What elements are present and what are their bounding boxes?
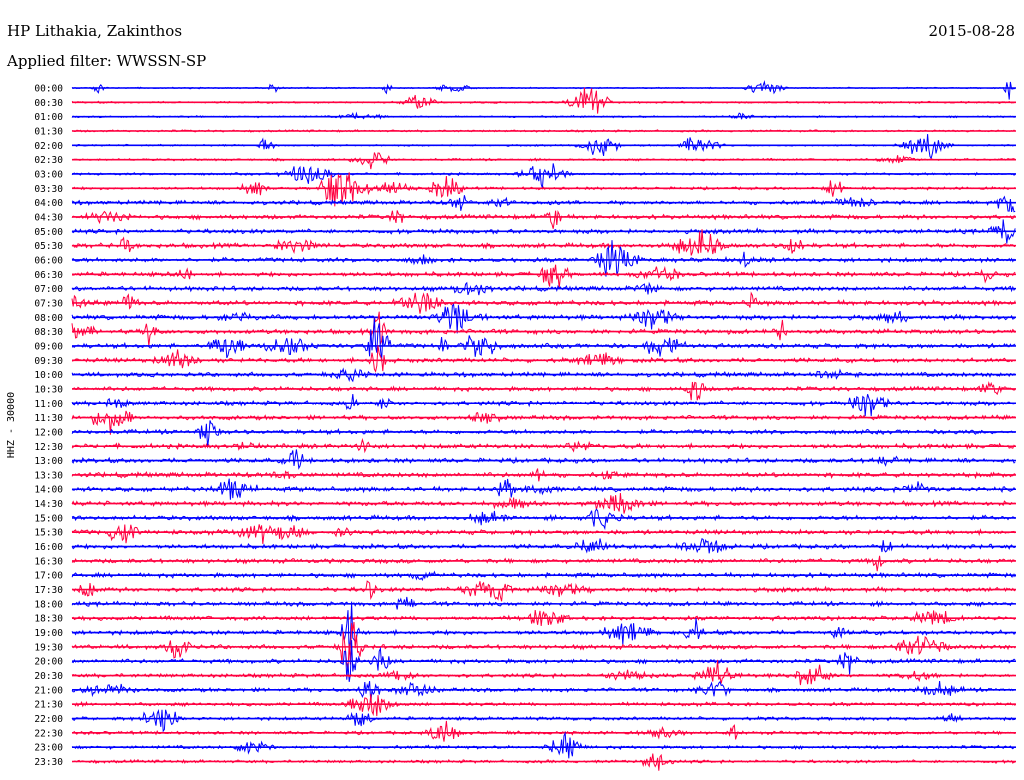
seismic-trace — [71, 621, 1016, 671]
time-tick-label: 00:00 — [34, 84, 63, 95]
time-tick-label: 19:00 — [34, 628, 63, 639]
seismic-trace — [71, 731, 1016, 759]
time-tick-label: 23:00 — [34, 743, 63, 754]
seismic-trace — [71, 264, 1016, 288]
seismic-trace — [71, 420, 1016, 448]
time-tick-label: 14:00 — [34, 485, 63, 496]
station-title: HP Lithakia, Zakinthos — [7, 22, 182, 40]
time-tick-label: 20:00 — [34, 657, 63, 668]
time-tick-label: 16:30 — [34, 556, 63, 567]
time-tick-label: 10:00 — [34, 370, 63, 381]
time-tick-label: 05:00 — [34, 227, 63, 238]
time-tick-label: 22:00 — [34, 714, 63, 725]
seismic-trace — [71, 580, 1016, 602]
time-tick-label: 21:00 — [34, 685, 63, 696]
time-tick-label: 20:30 — [34, 671, 63, 682]
time-tick-label: 04:30 — [34, 213, 63, 224]
time-tick-label: 10:30 — [34, 384, 63, 395]
time-tick-label: 07:30 — [34, 298, 63, 309]
time-tick-label: 04:00 — [34, 198, 63, 209]
time-tick-label: 18:00 — [34, 599, 63, 610]
record-date: 2015-08-28 — [929, 22, 1015, 40]
seismic-trace — [71, 694, 1016, 717]
time-tick-label: 02:30 — [34, 155, 63, 166]
time-tick-label: 13:00 — [34, 456, 63, 467]
seismic-trace — [71, 708, 1016, 733]
seismic-trace — [71, 720, 1016, 742]
seismic-trace — [71, 508, 1016, 531]
time-tick-label: 13:30 — [34, 470, 63, 481]
seismic-trace — [71, 87, 1016, 114]
seismic-trace — [71, 209, 1016, 229]
time-tick-label: 08:00 — [34, 313, 63, 324]
time-tick-label: 22:30 — [34, 728, 63, 739]
time-tick-label: 18:30 — [34, 614, 63, 625]
seismic-trace — [71, 659, 1016, 686]
seismic-trace — [71, 134, 1016, 160]
time-tick-label: 11:00 — [34, 399, 63, 410]
time-tick-labels: 00:00 00:30 01:00 01:30 02:00 02:30 03:00 03:30… — [34, 84, 63, 769]
time-tick-label: 05:30 — [34, 241, 63, 252]
time-tick-label: 17:00 — [34, 571, 63, 582]
time-tick-label: 06:30 — [34, 270, 63, 281]
seismic-trace — [71, 195, 1016, 213]
seismic-trace — [71, 393, 1016, 417]
time-tick-label: 14:30 — [34, 499, 63, 510]
seismic-trace — [71, 163, 1016, 189]
time-tick-label: 12:00 — [34, 427, 63, 438]
time-tick-label: 00:30 — [34, 98, 63, 109]
filter-label: Applied filter: WWSSN-SP — [6, 52, 206, 70]
time-tick-label: 03:00 — [34, 170, 63, 181]
seismic-traces — [71, 80, 1016, 771]
seismic-trace — [71, 380, 1016, 401]
time-tick-label: 23:30 — [34, 757, 63, 768]
time-tick-label: 01:00 — [34, 112, 63, 123]
time-tick-label: 08:30 — [34, 327, 63, 338]
time-tick-label: 06:00 — [34, 256, 63, 267]
channel-axis-label: HHZ - 30000 — [6, 392, 17, 458]
time-tick-label: 09:30 — [34, 356, 63, 367]
time-tick-label: 15:30 — [34, 528, 63, 539]
seismic-trace — [71, 345, 1016, 373]
time-tick-label: 12:30 — [34, 442, 63, 453]
time-tick-label: 15:00 — [34, 513, 63, 524]
time-tick-label: 02:00 — [34, 141, 63, 152]
time-tick-label: 07:00 — [34, 284, 63, 295]
seismic-trace — [71, 680, 1016, 703]
seismic-trace — [71, 478, 1016, 500]
seismic-trace — [71, 229, 1016, 256]
seismic-trace — [71, 449, 1016, 470]
seismic-trace — [71, 367, 1016, 383]
seismic-trace — [71, 555, 1016, 572]
seismic-trace — [71, 152, 1016, 170]
time-tick-label: 11:30 — [34, 413, 63, 424]
time-tick-label: 16:00 — [34, 542, 63, 553]
time-tick-label: 21:30 — [34, 700, 63, 711]
seismic-trace — [71, 317, 1016, 362]
seismic-trace — [71, 524, 1016, 544]
time-tick-label: 09:00 — [34, 341, 63, 352]
time-tick-label: 03:30 — [34, 184, 63, 195]
seismic-trace — [71, 80, 1016, 100]
time-tick-label: 19:30 — [34, 642, 63, 653]
time-tick-label: 01:30 — [34, 127, 63, 138]
time-tick-label: 17:30 — [34, 585, 63, 596]
